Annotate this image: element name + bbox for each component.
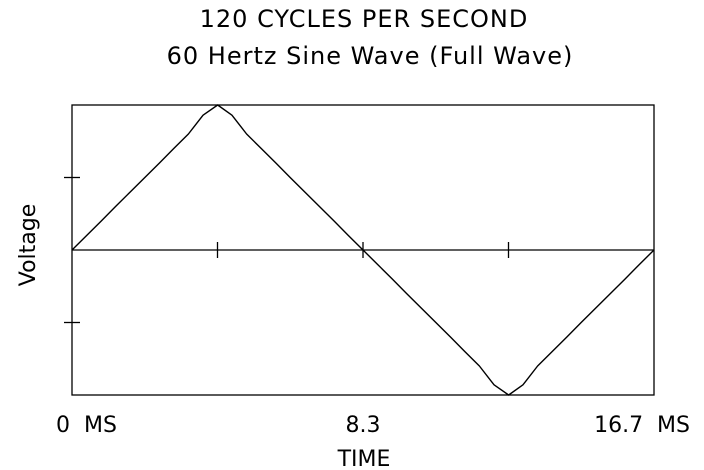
- y-axis-label: Voltage: [16, 204, 41, 287]
- chart-subtitle: 60 Hertz Sine Wave (Full Wave): [167, 42, 574, 70]
- x-tick-label-16-7: 16.7 MS: [594, 413, 690, 438]
- sine-wave-series: [71, 104, 655, 396]
- x-tick-label-8-3: 8.3: [346, 413, 381, 438]
- x-tick-label-0: 0 MS: [56, 413, 117, 438]
- x-axis-label: TIME: [337, 447, 391, 470]
- chart-title: 120 CYCLES PER SECOND: [200, 5, 529, 33]
